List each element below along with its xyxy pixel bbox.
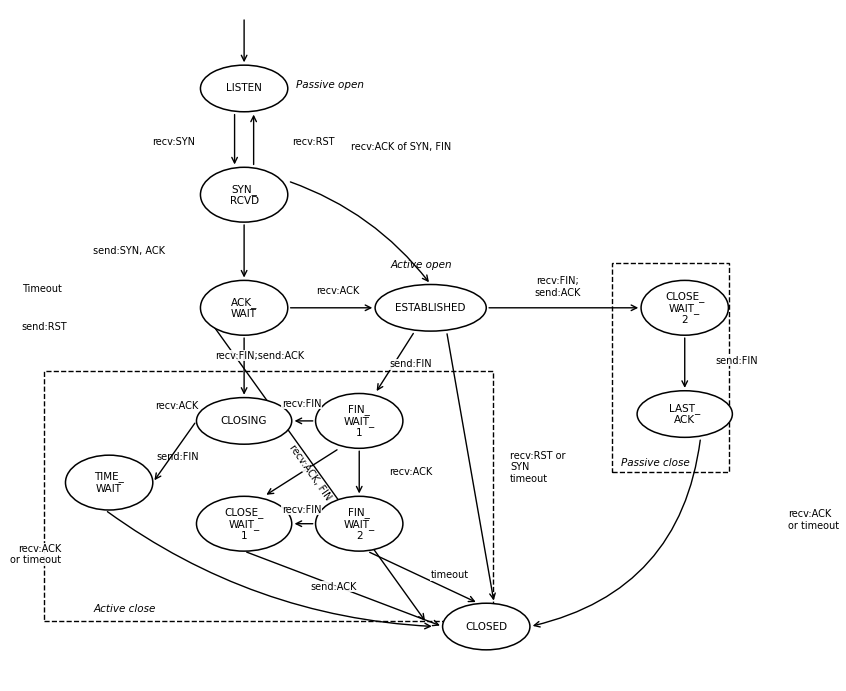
Ellipse shape	[641, 281, 728, 335]
Text: FIN_
WAIT_
1: FIN_ WAIT_ 1	[343, 404, 375, 438]
Ellipse shape	[201, 281, 288, 335]
Ellipse shape	[442, 603, 530, 650]
Text: send:ACK: send:ACK	[310, 582, 357, 592]
Text: send:FIN: send:FIN	[715, 356, 758, 366]
Ellipse shape	[65, 455, 153, 510]
Text: CLOSED: CLOSED	[465, 621, 508, 632]
Text: Passive open: Passive open	[296, 80, 364, 90]
Text: send:RST: send:RST	[22, 321, 68, 332]
Text: recv:ACK, FIN: recv:ACK, FIN	[287, 443, 332, 502]
Text: LISTEN: LISTEN	[226, 84, 262, 93]
Text: ACK_
WAIT: ACK_ WAIT	[231, 296, 257, 319]
Ellipse shape	[637, 390, 733, 437]
Text: recv:SYN: recv:SYN	[152, 137, 195, 146]
Text: recv:ACK
or timeout: recv:ACK or timeout	[788, 509, 839, 531]
Ellipse shape	[196, 397, 292, 444]
Text: send:FIN: send:FIN	[157, 452, 200, 462]
Text: SYN_
RCVD: SYN_ RCVD	[229, 184, 259, 206]
Text: recv:RST or
SYN
timeout: recv:RST or SYN timeout	[510, 451, 566, 484]
Text: TIME_
WAIT: TIME_ WAIT	[94, 471, 124, 493]
Ellipse shape	[196, 496, 292, 551]
Bar	[44, 371, 492, 621]
Text: recv:FIN: recv:FIN	[282, 399, 321, 409]
Text: recv:ACK: recv:ACK	[155, 401, 198, 411]
Ellipse shape	[316, 393, 403, 448]
Text: Timeout: Timeout	[22, 284, 62, 294]
Text: recv:ACK of SYN, FIN: recv:ACK of SYN, FIN	[351, 142, 451, 152]
Text: Active close: Active close	[93, 604, 156, 614]
Ellipse shape	[375, 285, 486, 331]
Text: recv:ACK: recv:ACK	[389, 467, 432, 477]
Text: CLOSING: CLOSING	[221, 416, 267, 426]
Text: send:SYN, ACK: send:SYN, ACK	[93, 246, 165, 256]
Ellipse shape	[316, 496, 403, 551]
Bar	[612, 263, 729, 473]
Text: recv:ACK
or timeout: recv:ACK or timeout	[10, 544, 62, 565]
Ellipse shape	[201, 167, 288, 222]
Text: recv:ACK: recv:ACK	[316, 285, 359, 296]
Text: FIN_
WAIT_
2: FIN_ WAIT_ 2	[343, 507, 375, 541]
Text: recv:FIN;send:ACK: recv:FIN;send:ACK	[216, 351, 305, 361]
Text: ESTABLISHED: ESTABLISHED	[395, 303, 466, 313]
Text: send:FIN: send:FIN	[389, 359, 432, 370]
Ellipse shape	[201, 65, 288, 112]
Text: recv:FIN: recv:FIN	[282, 505, 321, 515]
Text: CLOSE_
WAIT_
2: CLOSE_ WAIT_ 2	[665, 291, 705, 325]
Text: Active open: Active open	[391, 260, 453, 270]
Text: recv:FIN;
send:ACK: recv:FIN; send:ACK	[535, 276, 581, 298]
Text: recv:RST: recv:RST	[292, 137, 334, 146]
Text: Passive close: Passive close	[621, 457, 690, 468]
Text: timeout: timeout	[431, 570, 469, 580]
Text: LAST_
ACK: LAST_ ACK	[669, 403, 700, 425]
Text: CLOSE_
WAIT_
1: CLOSE_ WAIT_ 1	[224, 507, 264, 541]
